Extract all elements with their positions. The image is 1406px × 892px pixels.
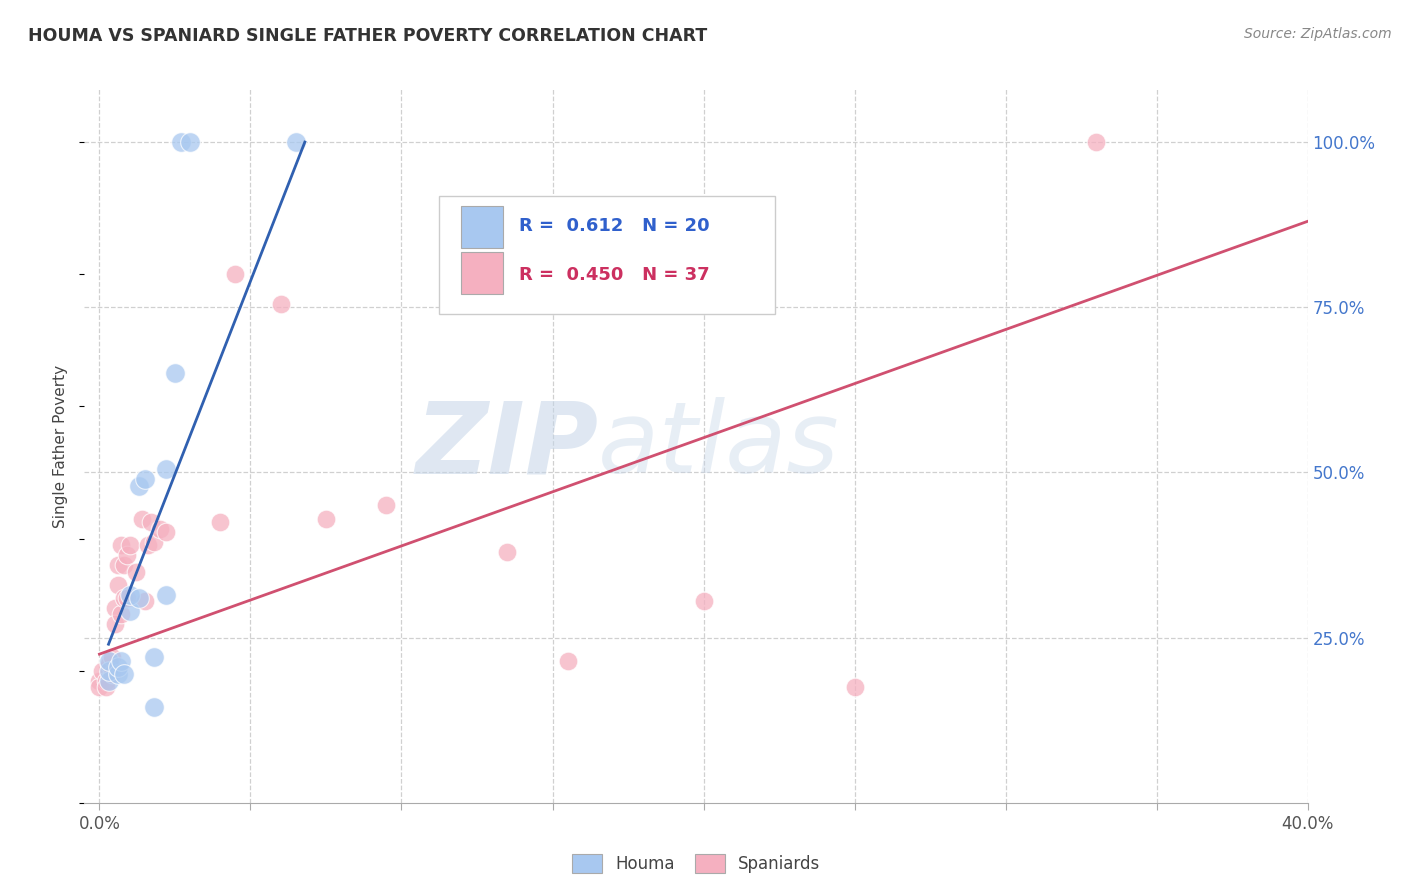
Point (112, 591, 135, 605)
Legend: Houma, Spaniards: Houma, Spaniards (565, 847, 827, 880)
Point (128, 591, 150, 605)
FancyBboxPatch shape (439, 196, 776, 314)
Point (134, 594, 156, 608)
Point (118, 604, 141, 618)
Point (110, 607, 132, 622)
Point (284, 135, 307, 149)
Point (155, 462, 177, 476)
Point (97, 654, 120, 668)
Point (107, 660, 129, 674)
Text: ZIP: ZIP (415, 398, 598, 494)
Point (112, 558, 135, 572)
Point (131, 511, 153, 525)
Point (103, 600, 125, 615)
Point (100, 667, 122, 681)
Point (128, 478, 150, 492)
Point (496, 545, 519, 559)
Point (224, 267, 246, 281)
Point (94, 673, 117, 688)
Text: atlas: atlas (598, 398, 839, 494)
Text: R =  0.612   N = 20: R = 0.612 N = 20 (519, 218, 709, 235)
Point (110, 538, 132, 552)
Point (142, 700, 165, 714)
Point (1085, 135, 1108, 149)
Point (89, 673, 111, 688)
Point (112, 667, 135, 681)
Point (125, 565, 148, 579)
Point (103, 617, 125, 632)
FancyBboxPatch shape (461, 252, 503, 294)
Text: Source: ZipAtlas.com: Source: ZipAtlas.com (1244, 27, 1392, 41)
Point (844, 680, 866, 694)
Point (136, 538, 159, 552)
Point (94, 680, 117, 694)
Point (315, 511, 337, 525)
Text: HOUMA VS SPANIARD SINGLE FATHER POVERTY CORRELATION CHART: HOUMA VS SPANIARD SINGLE FATHER POVERTY … (28, 27, 707, 45)
Point (149, 522, 172, 536)
Point (179, 135, 201, 149)
Point (209, 515, 232, 529)
Point (134, 472, 156, 486)
Y-axis label: Single Father Poverty: Single Father Poverty (53, 365, 69, 527)
Point (155, 524, 177, 539)
Point (97, 664, 120, 678)
Point (97, 657, 120, 671)
Point (375, 499, 398, 513)
Point (139, 515, 162, 529)
Point (557, 654, 579, 668)
Point (110, 654, 132, 668)
Point (692, 594, 714, 608)
Point (100, 650, 122, 665)
Point (270, 297, 292, 311)
Point (107, 578, 129, 592)
Point (89, 680, 111, 694)
Point (118, 538, 141, 552)
Point (142, 534, 165, 549)
Point (107, 667, 129, 681)
Point (115, 548, 138, 562)
Point (155, 588, 177, 602)
Text: R =  0.450   N = 37: R = 0.450 N = 37 (519, 266, 709, 284)
Point (97, 673, 120, 688)
Point (170, 135, 193, 149)
Point (142, 650, 165, 665)
Point (163, 367, 186, 381)
FancyBboxPatch shape (461, 205, 503, 248)
Point (107, 558, 129, 572)
Point (91, 664, 114, 678)
Point (115, 591, 138, 605)
Point (118, 588, 141, 602)
